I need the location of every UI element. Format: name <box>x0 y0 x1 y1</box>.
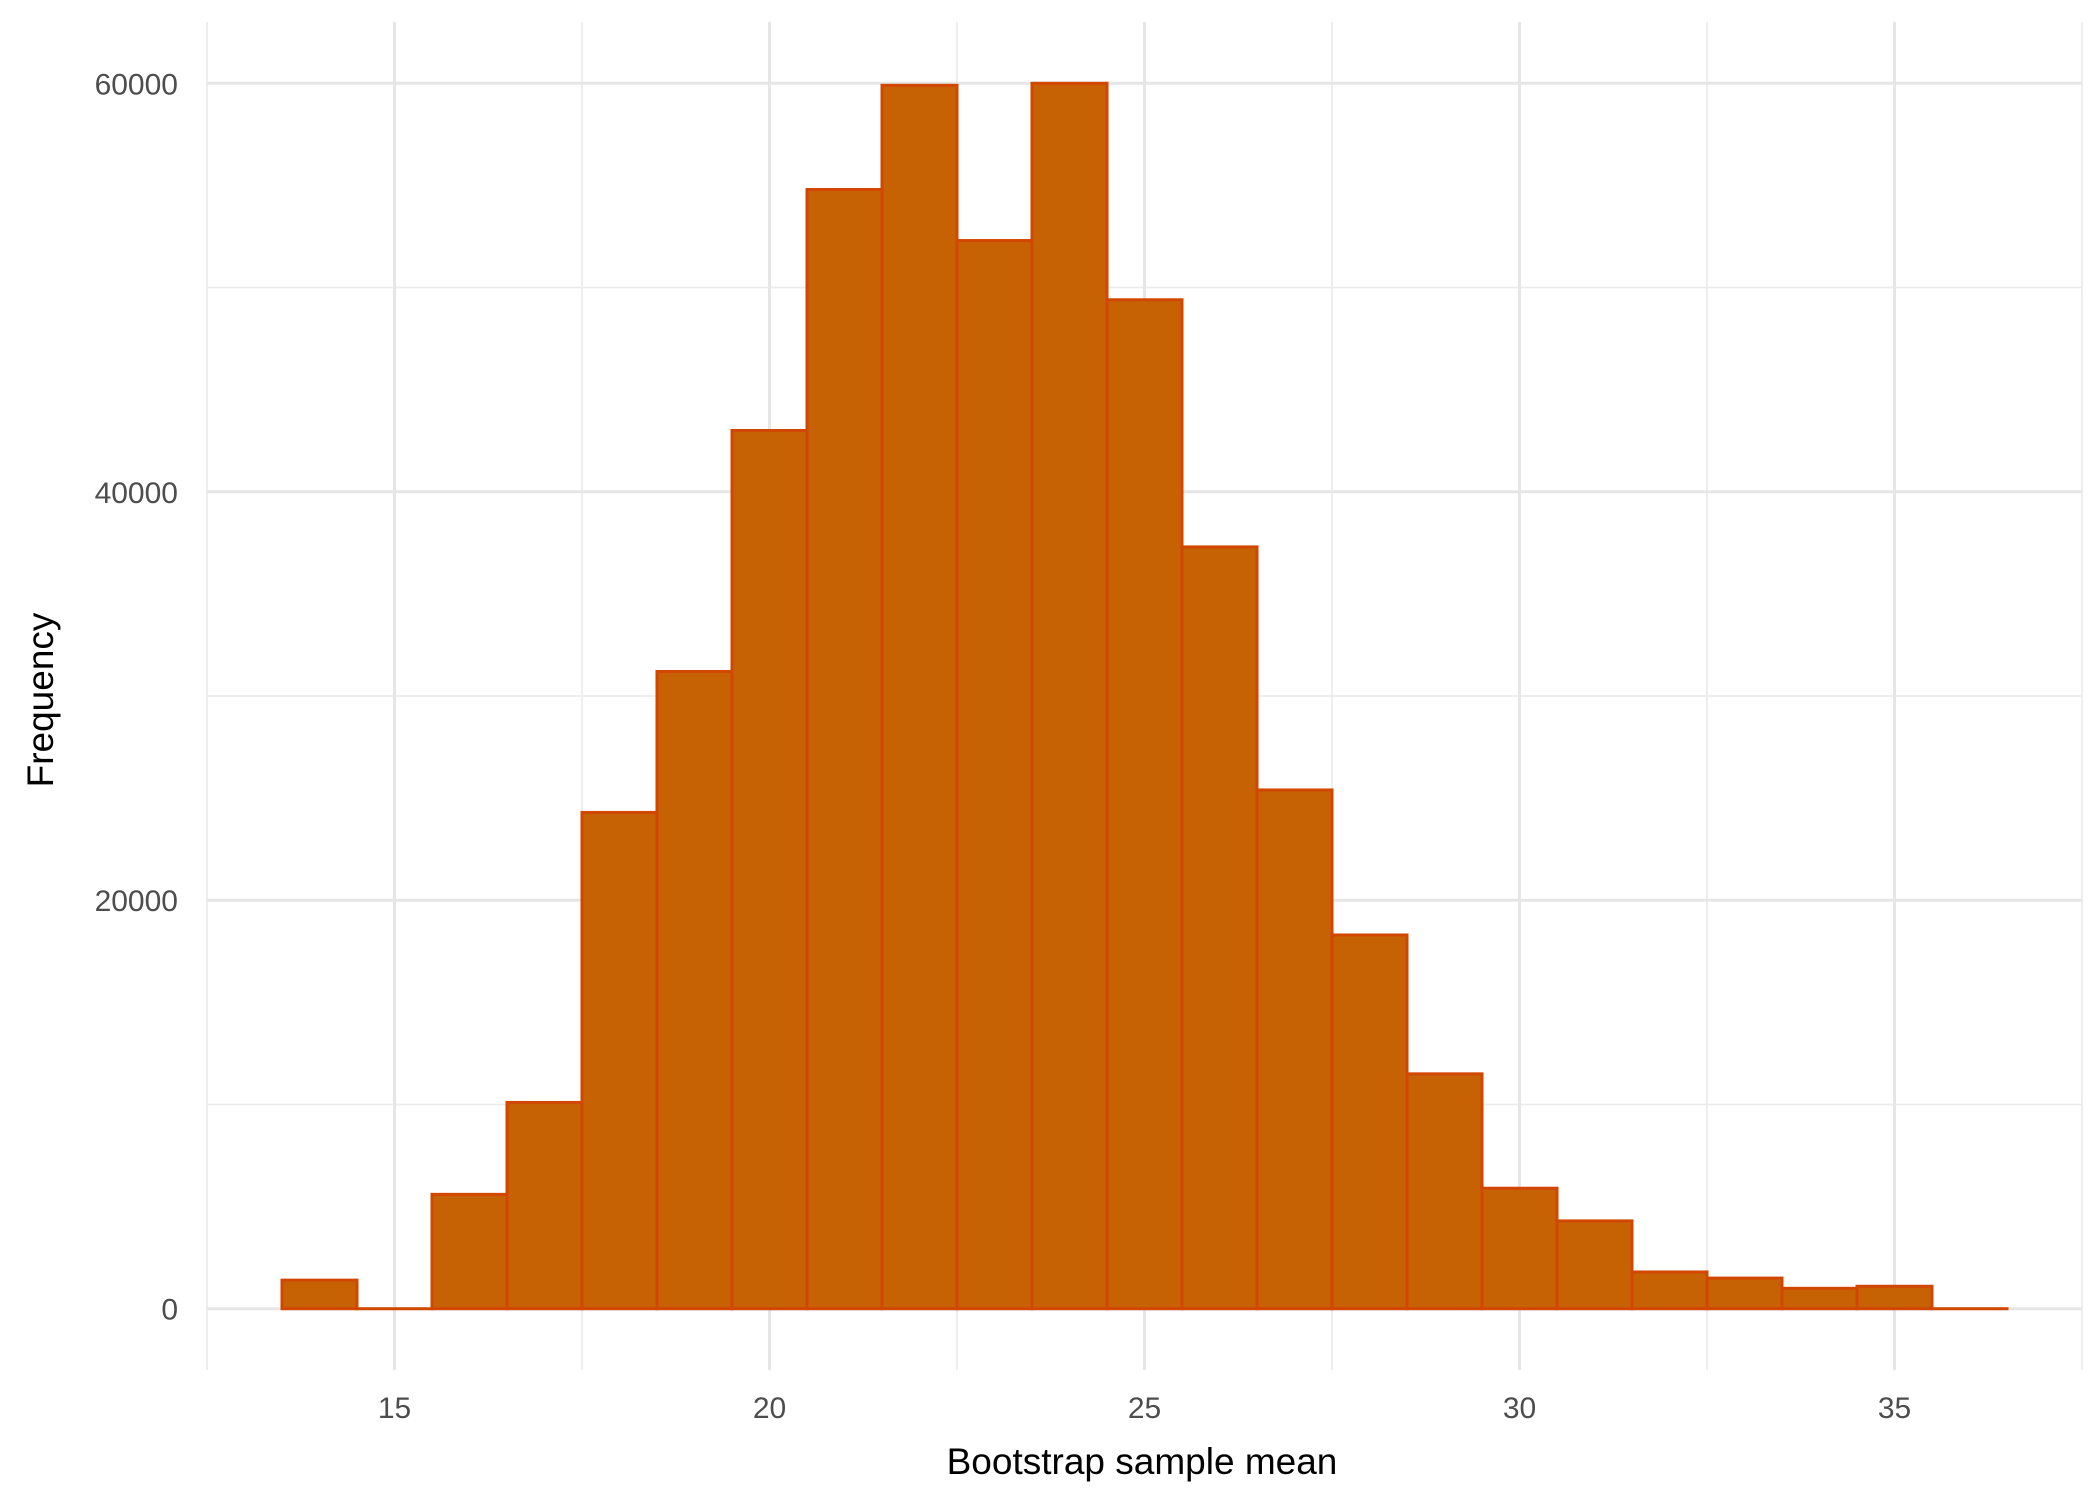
x-axis-title: Bootstrap sample mean <box>947 1441 1338 1482</box>
histogram-bar <box>1855 1284 1934 1311</box>
bars-layer <box>280 81 2009 1311</box>
histogram-bar <box>1255 788 1334 1311</box>
histogram-bar <box>1555 1219 1634 1311</box>
histogram-bar <box>1480 1186 1559 1311</box>
histogram-bar <box>655 669 734 1311</box>
y-axis-ticks: 0 20000 40000 60000 <box>95 68 178 1326</box>
histogram-bar <box>1630 1270 1709 1311</box>
histogram-bar <box>1030 81 1109 1311</box>
histogram-bar <box>805 187 884 1311</box>
histogram-bar <box>1780 1286 1859 1311</box>
histogram-bar <box>1330 933 1409 1311</box>
histogram-bar <box>1180 545 1259 1311</box>
histogram-bar <box>1405 1072 1484 1311</box>
x-tick-label: 25 <box>1128 1392 1161 1425</box>
x-axis-ticks: 15 20 25 30 35 <box>378 1392 1911 1425</box>
histogram-bar <box>730 428 809 1311</box>
histogram-bar <box>505 1100 584 1311</box>
y-tick-label: 60000 <box>95 68 178 101</box>
x-tick-label: 35 <box>1878 1392 1911 1425</box>
histogram-bar <box>280 1278 359 1311</box>
histogram-bar <box>955 239 1034 1311</box>
y-tick-label: 0 <box>161 1294 178 1327</box>
histogram-bar <box>880 83 959 1311</box>
histogram-bar <box>580 810 659 1311</box>
histogram-bar <box>430 1192 509 1311</box>
histogram-bar <box>1705 1276 1784 1311</box>
x-tick-label: 15 <box>378 1392 411 1425</box>
y-tick-label: 20000 <box>95 885 178 918</box>
y-axis-title: Frequency <box>20 612 61 787</box>
x-tick-label: 30 <box>1503 1392 1536 1425</box>
histogram-bar <box>1105 298 1184 1311</box>
x-tick-label: 20 <box>753 1392 786 1425</box>
y-tick-label: 40000 <box>95 477 178 510</box>
